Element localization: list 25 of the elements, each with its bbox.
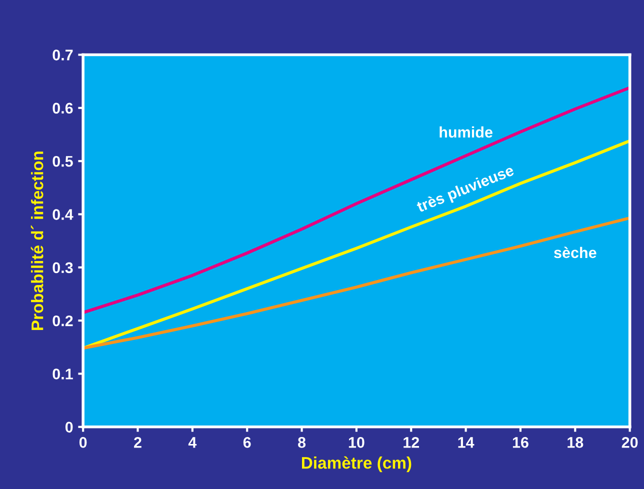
x-tick-label: 8: [298, 437, 306, 448]
series-label: humide: [440, 126, 492, 138]
x-tick-label: 0: [79, 437, 87, 448]
y-axis-title: Probabilité d´ infection: [30, 152, 44, 330]
x-tick-label: 2: [134, 437, 142, 448]
y-tick-label: 0.6: [52, 102, 73, 114]
y-tick-label: 0.5: [52, 156, 73, 167]
x-tick-label: 20: [622, 437, 638, 448]
series-label: sèche: [554, 246, 596, 258]
x-tick-label: 18: [568, 437, 584, 448]
y-tick-label: 0.2: [52, 315, 73, 326]
x-tick-label: 6: [243, 437, 251, 448]
x-tick-label: 4: [188, 437, 197, 448]
y-tick-label: 0.4: [52, 209, 74, 220]
y-tick-label: 0.1: [52, 368, 73, 380]
y-tick-label: 0: [65, 422, 73, 433]
x-tick-label: 10: [348, 437, 364, 448]
x-tick-label: 12: [404, 437, 420, 448]
x-tick-label: 16: [512, 437, 528, 448]
y-tick-label: 0.3: [52, 262, 73, 274]
x-axis-title: Diamètre (cm): [302, 456, 412, 472]
y-tick-label: 0.7: [52, 50, 73, 60]
line-series: [83, 216, 630, 350]
line-series: [83, 86, 630, 314]
x-tick-label: 14: [458, 437, 474, 448]
